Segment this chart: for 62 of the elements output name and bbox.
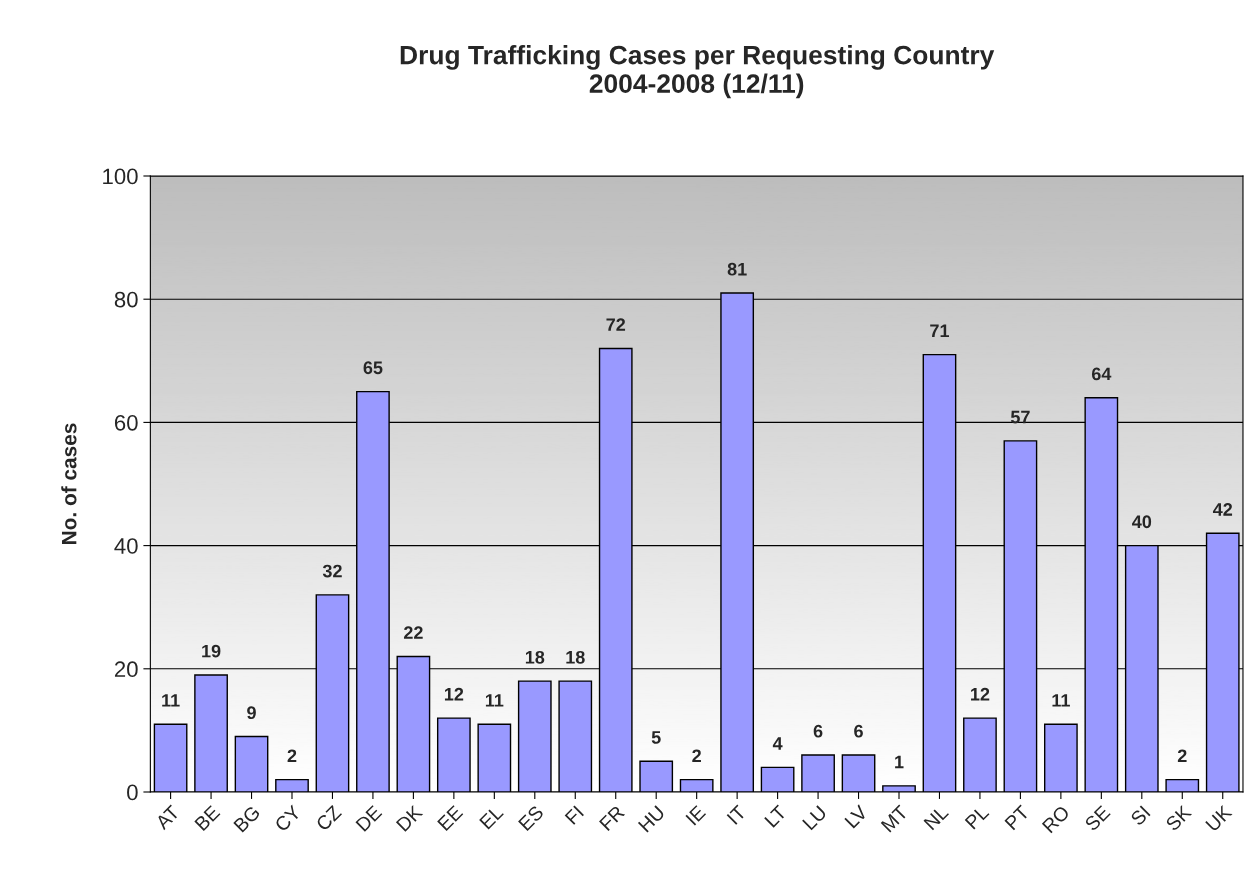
- y-tick-label: 60: [114, 414, 138, 431]
- data-label: 71: [930, 324, 950, 337]
- y-tick-label: 20: [114, 661, 138, 678]
- x-tick-label: EL: [479, 804, 504, 830]
- x-tick-label: DE: [355, 804, 383, 832]
- data-label: 40: [1132, 515, 1152, 529]
- x-tick-label: FR: [599, 804, 626, 831]
- data-label: 65: [363, 361, 383, 375]
- x-tick-label: HU: [637, 805, 666, 833]
- x-tick-label: PT: [1004, 804, 1031, 831]
- data-label: 18: [566, 650, 585, 664]
- x-tick-label: RO: [1041, 804, 1071, 834]
- data-label: 11: [1052, 694, 1070, 707]
- y-axis-title: No. of cases: [61, 423, 77, 544]
- y-tick-label: 100: [103, 168, 138, 185]
- data-label: 1: [895, 755, 904, 769]
- x-tick-label: BE: [194, 804, 221, 831]
- y-tick-label: 0: [127, 784, 138, 801]
- x-tick-label: ES: [517, 804, 545, 832]
- x-tick-label: MT: [880, 804, 909, 833]
- data-label: 2: [287, 749, 297, 763]
- data-label: 2: [692, 749, 701, 763]
- chart-title: Drug Trafficking Cases per Requesting Country 2004-2008 (12/11): [400, 45, 995, 99]
- x-tick-label: LT: [764, 804, 788, 828]
- x-tick-label: UK: [1205, 804, 1233, 832]
- data-label: 6: [813, 724, 823, 738]
- x-tick-label: NL: [923, 804, 949, 831]
- y-tick-label: 40: [114, 538, 138, 554]
- data-label: 22: [403, 626, 423, 639]
- y-tick-label: 80: [114, 291, 138, 308]
- data-label: 72: [606, 318, 626, 331]
- x-tick-label: FI: [564, 805, 584, 825]
- data-label: 57: [1010, 410, 1030, 424]
- x-tick-label: LU: [802, 805, 828, 831]
- x-tick-label: PL: [964, 804, 990, 830]
- x-tick-label: SE: [1083, 804, 1111, 832]
- x-tick-label: CZ: [315, 804, 343, 832]
- x-tick-label: SK: [1164, 804, 1193, 832]
- x-tick-label: BG: [233, 805, 261, 833]
- x-tick-label: IT: [726, 804, 747, 825]
- data-label: 12: [971, 687, 990, 701]
- x-tick-label: DK: [395, 804, 424, 832]
- data-label: 42: [1212, 503, 1233, 516]
- data-label: 32: [322, 564, 342, 578]
- data-label: 12: [444, 687, 464, 701]
- x-tick-label: EE: [437, 804, 464, 831]
- x-tick-label: IE: [685, 804, 707, 826]
- data-label: 11: [485, 694, 504, 707]
- x-tick-label: AT: [154, 804, 181, 831]
- data-label: 5: [651, 731, 661, 744]
- data-label: 4: [772, 737, 783, 750]
- data-label: 9: [247, 706, 256, 720]
- data-label: 64: [1091, 367, 1112, 381]
- data-label: 81: [727, 262, 747, 276]
- x-tick-label: SI: [1129, 805, 1151, 827]
- data-label: 19: [202, 644, 221, 658]
- data-label: 6: [854, 724, 863, 738]
- x-tick-label: LV: [844, 804, 869, 829]
- x-tick-label: CY: [273, 804, 302, 833]
- data-label: 11: [162, 694, 180, 707]
- data-label: 2: [1177, 749, 1187, 763]
- data-label: 18: [525, 650, 545, 664]
